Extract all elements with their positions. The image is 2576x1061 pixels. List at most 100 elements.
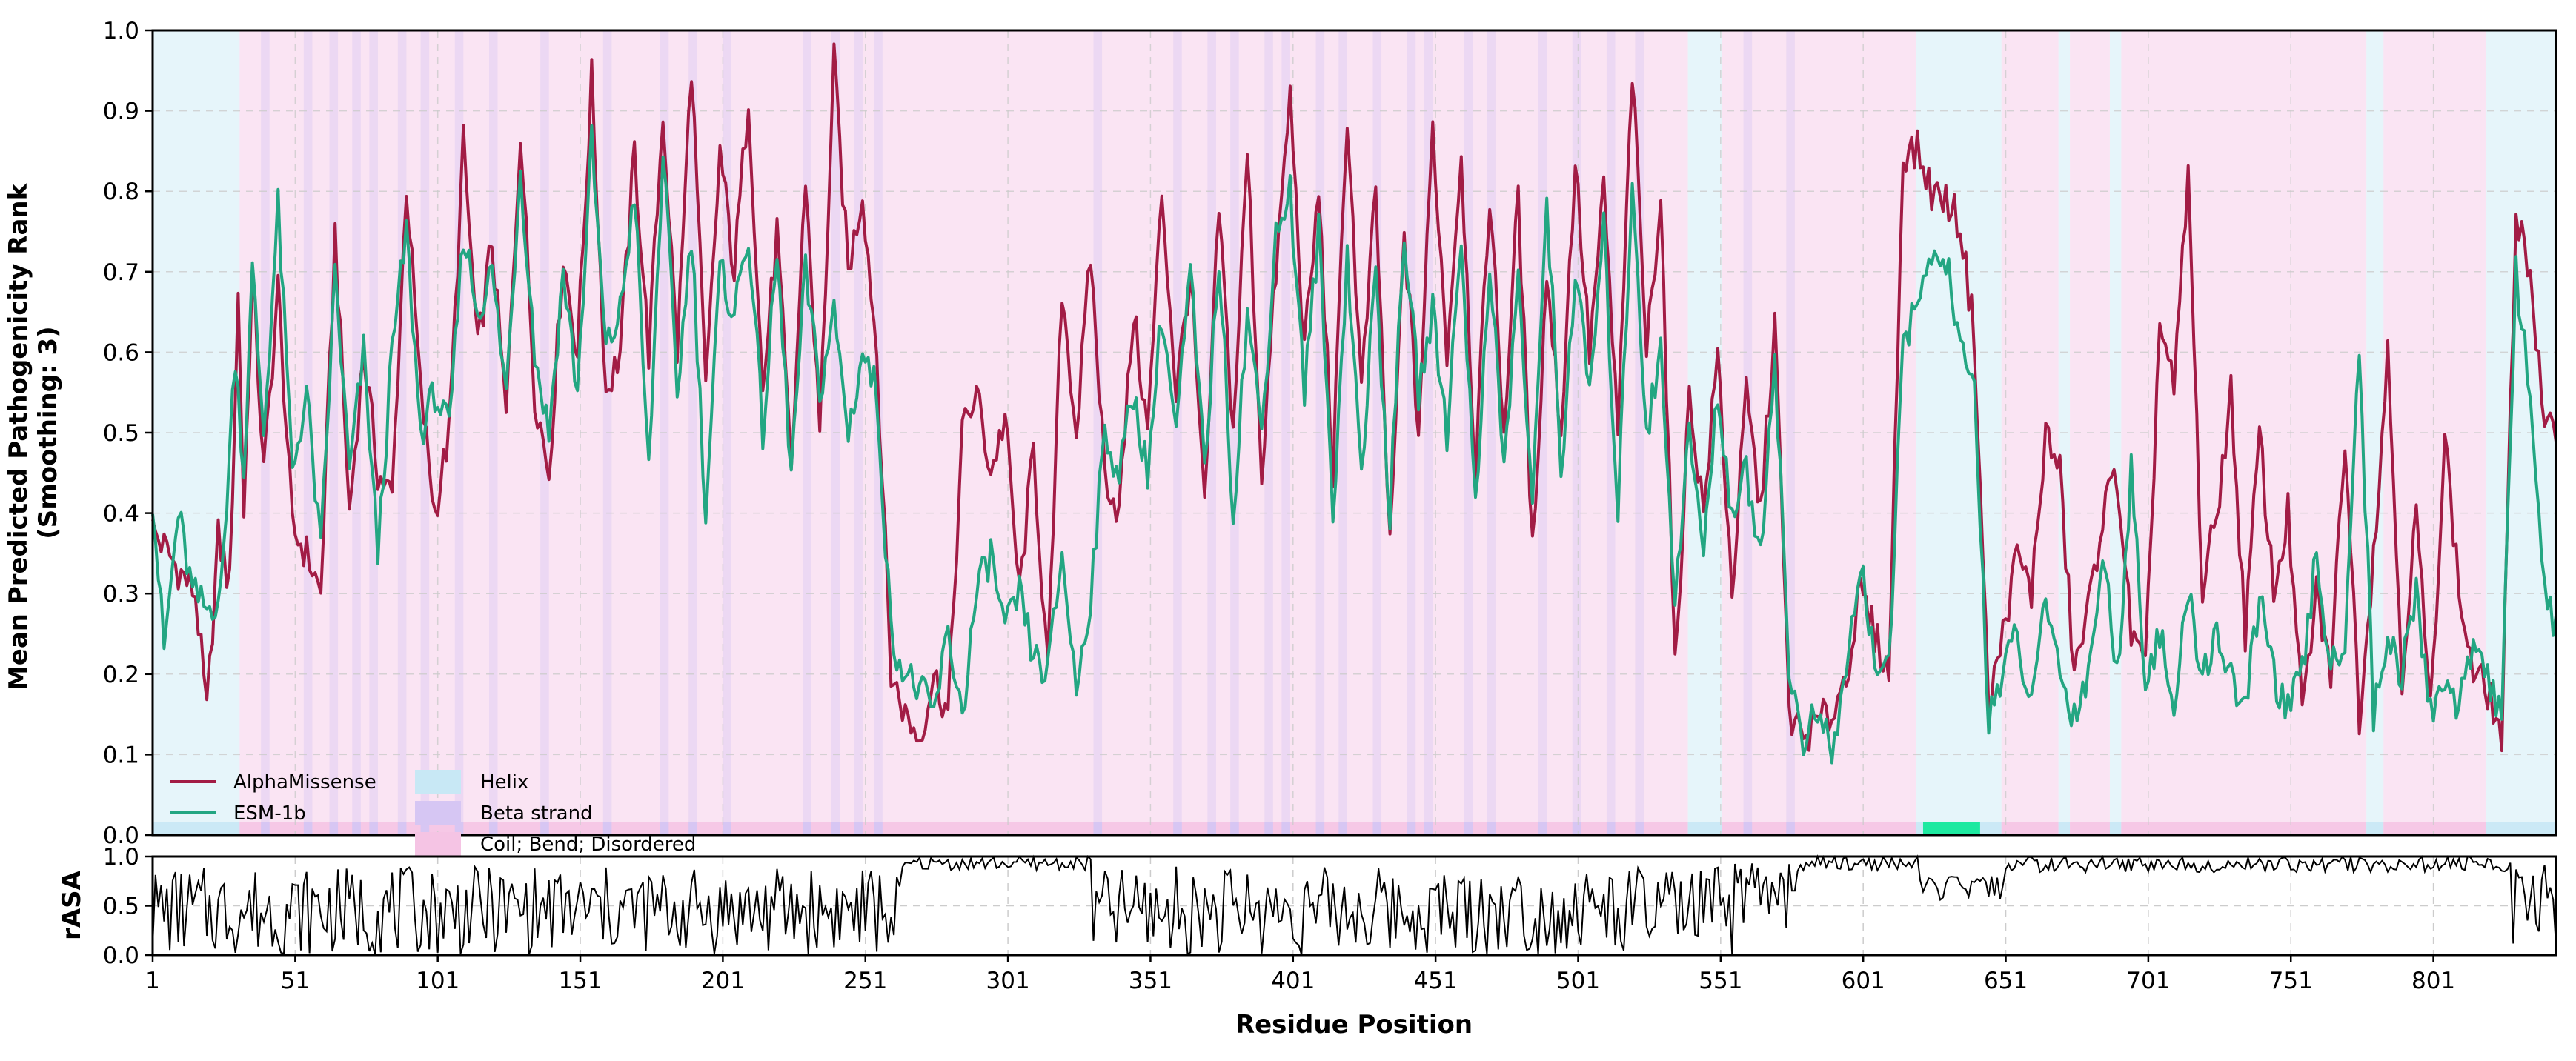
top-y-tick-label: 1.0 (103, 18, 139, 44)
beta-strand-strip (1572, 822, 1581, 835)
x-tick-label: 651 (1984, 968, 2028, 994)
top-y-tick-label: 0.8 (103, 179, 139, 205)
highlight-region (1922, 822, 1980, 835)
beta-strand-strip (1372, 822, 1382, 835)
beta-strand-strip (1173, 822, 1182, 835)
x-tick-label: 501 (1556, 968, 1600, 994)
beta-strand-strip (723, 822, 731, 835)
beta-strand-strip (803, 822, 811, 835)
beta-strand-strip (660, 822, 669, 835)
legend: AlphaMissense ESM-1b Helix Beta strand Coil;… (170, 770, 696, 856)
beta-strand-strip (1338, 822, 1347, 835)
beta-strand-region (1424, 30, 1433, 835)
top-y-tick-label: 0.6 (103, 339, 139, 366)
top-plot-area: 0.0 0.1 0.2 0.3 0.4 0.5 0.6 0.7 0.8 0.9 1.0 Mean P… (4, 18, 2557, 856)
x-tick-label: 301 (986, 968, 1030, 994)
x-tick-label: 451 (1414, 968, 1458, 994)
x-tick-label: 701 (2126, 968, 2170, 994)
secondary-structure-strip (2486, 822, 2556, 835)
x-axis-label: Residue Position (1235, 1010, 1473, 1040)
secondary-structure-strip (2109, 822, 2122, 835)
top-y-tick-label: 0.4 (103, 501, 139, 528)
x-tick-label: 351 (1129, 968, 1172, 994)
x-tick-label: 551 (1699, 968, 1742, 994)
secondary-structure-strip (153, 822, 240, 835)
beta-strand-region (397, 30, 407, 835)
secondary-structure-strip (239, 822, 1688, 835)
secondary-structure-strip (1687, 822, 1722, 835)
bottom-y-tick-label: 0.5 (103, 894, 139, 920)
x-tick-label: 401 (1271, 968, 1315, 994)
legend-label: Beta strand (480, 802, 593, 825)
beta-strand-strip (1487, 822, 1496, 835)
x-tick-label: 1 (145, 968, 160, 994)
secondary-structure-strip (2366, 822, 2384, 835)
series-line-alphamissense (151, 42, 2557, 753)
secondary-structure-strip (2001, 822, 2059, 835)
beta-strand-strip (1230, 822, 1239, 835)
x-tick-label: 151 (558, 968, 602, 994)
beta-strand-region (329, 30, 339, 835)
legend-swatch (415, 770, 461, 794)
beta-strand-region (1743, 30, 1753, 835)
beta-strand-strip (1407, 822, 1416, 835)
top-y-tick-label: 0.9 (103, 99, 139, 125)
beta-strand-strip (602, 822, 612, 835)
beta-strand-strip (831, 822, 840, 835)
beta-strand-region (1786, 30, 1795, 835)
legend-label: Coil; Bend; Disordered (480, 834, 696, 856)
secondary-structure-strip (2383, 822, 2486, 835)
beta-strand-strip (1093, 822, 1103, 835)
top-y-axis-label: Mean Predicted Pathogenicity Rank (Smoot… (4, 175, 63, 691)
series-line-rasa (152, 854, 2557, 956)
beta-strand-strip (488, 822, 498, 835)
x-tick-label: 201 (701, 968, 745, 994)
beta-strand-strip (420, 822, 430, 835)
beta-strand-strip (854, 822, 863, 835)
beta-strand-region (1264, 30, 1273, 835)
beta-strand-strip (369, 822, 378, 835)
bottom-y-tick-label: 0.0 (103, 942, 139, 969)
beta-strand-strip (329, 822, 339, 835)
legend-label: Helix (480, 771, 528, 794)
bottom-plot-area: 0.00.51.0 1 51 101 151 201 251 301 351 401 451 501… (57, 844, 2557, 1040)
beta-strand-strip (1315, 822, 1325, 835)
beta-strand-strip (1424, 822, 1433, 835)
beta-strand-region (1464, 30, 1473, 835)
legend-label: ESM-1b (233, 802, 306, 825)
beta-strand-region (1572, 30, 1581, 835)
beta-strand-strip (261, 822, 270, 835)
secondary-structure-strip (1722, 822, 1916, 835)
top-y-tick-label: 0.5 (103, 420, 139, 447)
legend-swatch (415, 801, 461, 825)
bottom-y-axis-label: rASA (57, 870, 87, 940)
beta-strand-strip (1538, 822, 1547, 835)
beta-strand-strip (1786, 822, 1795, 835)
x-tick-label: 801 (2411, 968, 2455, 994)
series-line-esm-1b (151, 124, 2557, 765)
x-tick-label: 101 (416, 968, 459, 994)
beta-strand-strip (397, 822, 407, 835)
top-y-tick-label: 0.3 (103, 581, 139, 608)
beta-strand-region (1173, 30, 1182, 835)
beta-strand-region (854, 30, 863, 835)
top-y-tick-label: 0.1 (103, 742, 139, 768)
beta-strand-region (454, 30, 464, 835)
beta-strand-strip (874, 822, 883, 835)
bottom-y-tick-label: 1.0 (103, 844, 139, 871)
x-tick-label: 751 (2269, 968, 2313, 994)
top-y-tick-label: 0.0 (103, 822, 139, 849)
beta-strand-strip (1743, 822, 1753, 835)
beta-strand-strip (1635, 822, 1644, 835)
secondary-structure-strip (2070, 822, 2110, 835)
top-y-tick-label: 0.7 (103, 259, 139, 286)
legend-swatch (415, 832, 461, 856)
secondary-structure-strip (2121, 822, 2367, 835)
beta-strand-strip (688, 822, 697, 835)
beta-strand-strip (1606, 822, 1616, 835)
secondary-structure-strip (2058, 822, 2071, 835)
beta-strand-region (1281, 30, 1290, 835)
beta-strand-strip (454, 822, 464, 835)
legend-label: AlphaMissense (233, 771, 376, 794)
